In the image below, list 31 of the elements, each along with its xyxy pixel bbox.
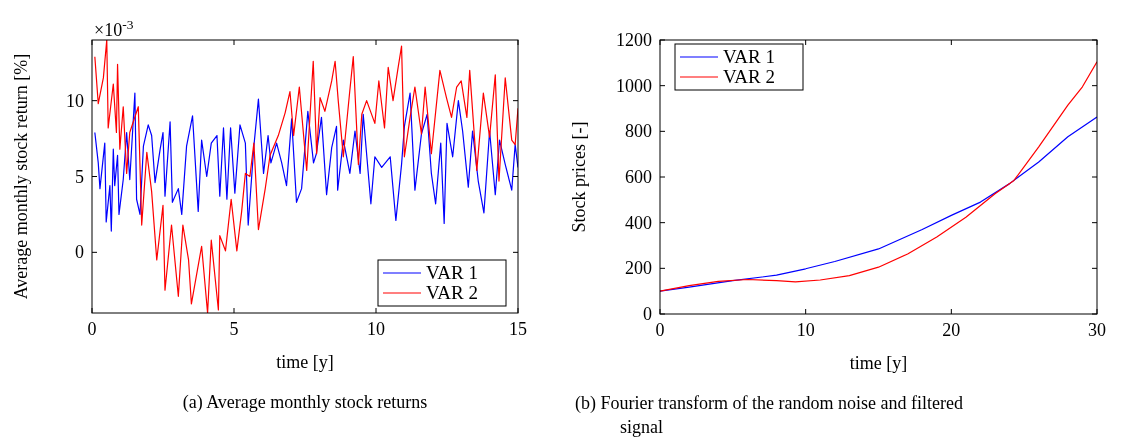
y-tick-label: 200 (625, 258, 652, 279)
y-tick-label: 0 (75, 242, 84, 263)
line-series (94, 92, 518, 232)
x-tick-label: 0 (655, 320, 665, 340)
text: (a) Average monthly stock returns (182, 392, 428, 413)
y-tick-label: 1000 (616, 75, 652, 96)
x-tick-label: 10 (367, 319, 385, 339)
legend-label: VAR 1 (723, 46, 775, 67)
y-tick-label: 0 (643, 304, 652, 324)
x-tick-label: 10 (796, 320, 815, 340)
x-axis-title: time [y] (276, 352, 334, 372)
y-tick-label: 1200 (616, 30, 652, 50)
line-series (94, 40, 518, 313)
x-axis-title: time [y] (849, 353, 908, 373)
text: ×10$^{-3}$ (94, 16, 134, 40)
y-axis-title: Stock prices [-] (569, 121, 589, 233)
y-axis-title: Average monthly stock return [%] (11, 53, 31, 300)
legend-label: VAR 2 (723, 66, 775, 87)
y-tick-label: 800 (625, 121, 652, 142)
x-tick-label: 20 (942, 320, 961, 340)
x-tick-label: 15 (509, 319, 527, 339)
y-tick-label: 10 (66, 90, 84, 111)
legend-label: VAR 2 (426, 282, 478, 303)
y-tick-label: 5 (75, 166, 84, 187)
y-tick-label: 600 (625, 167, 652, 187)
text: (b) Fourier transform of the random noise and filtered signal (575, 393, 963, 437)
y-tick-label: 400 (625, 212, 652, 233)
legend-label: VAR 1 (426, 262, 478, 283)
x-tick-label: 5 (229, 319, 239, 339)
x-tick-label: 30 (1088, 320, 1106, 340)
line-series (660, 61, 1097, 292)
